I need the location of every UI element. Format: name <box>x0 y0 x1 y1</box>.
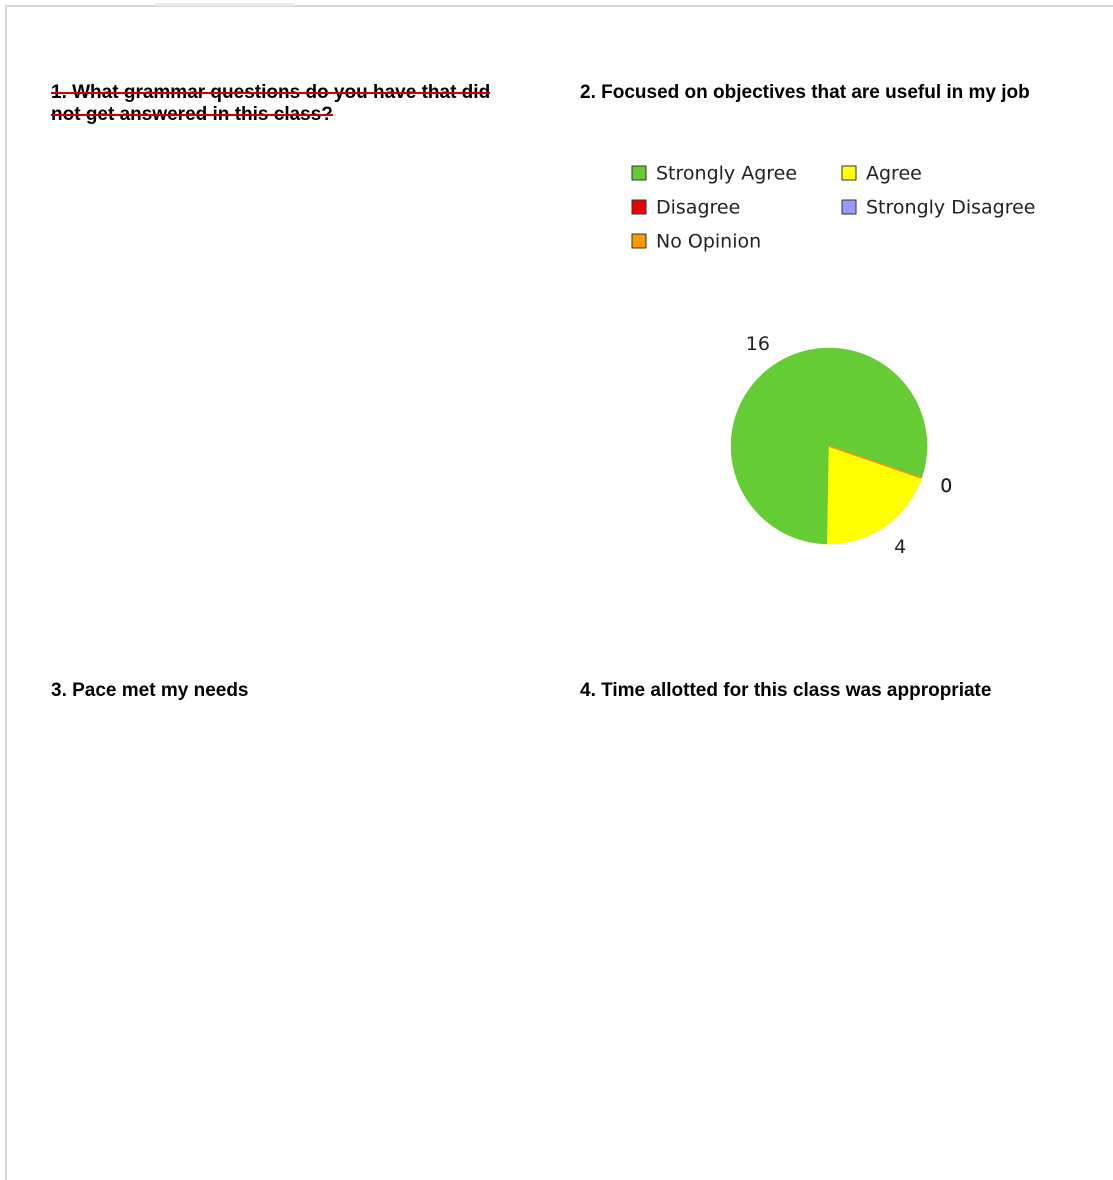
slice-label: 4 <box>894 536 906 558</box>
question-title: 4. Time allotted for this class was appr… <box>580 680 992 701</box>
legend-swatch <box>841 199 857 215</box>
legend-swatch <box>631 199 647 215</box>
question-title: 2. Focused on objectives that are useful… <box>580 82 1030 103</box>
question-title: 1. What grammar questions do you have th… <box>51 82 491 125</box>
legend-label: No Opinion <box>656 231 761 253</box>
slice-label: 0 <box>940 475 952 497</box>
legend-label: Agree <box>866 163 922 185</box>
slice-label: 0 <box>940 475 952 497</box>
question-title: 3. Pace met my needs <box>51 680 249 701</box>
legend-swatch <box>631 233 647 249</box>
legend-label: Strongly Disagree <box>866 197 1035 219</box>
panel-frame <box>5 5 1113 1180</box>
pie-slice <box>828 445 922 479</box>
legend-swatch <box>631 165 647 181</box>
slice-label: 16 <box>746 333 770 355</box>
legend-swatch <box>841 165 857 181</box>
slice-label: 0 <box>940 475 952 497</box>
legend-label: Strongly Agree <box>656 163 797 185</box>
legend-label: Disagree <box>656 197 740 219</box>
tab <box>155 3 295 6</box>
